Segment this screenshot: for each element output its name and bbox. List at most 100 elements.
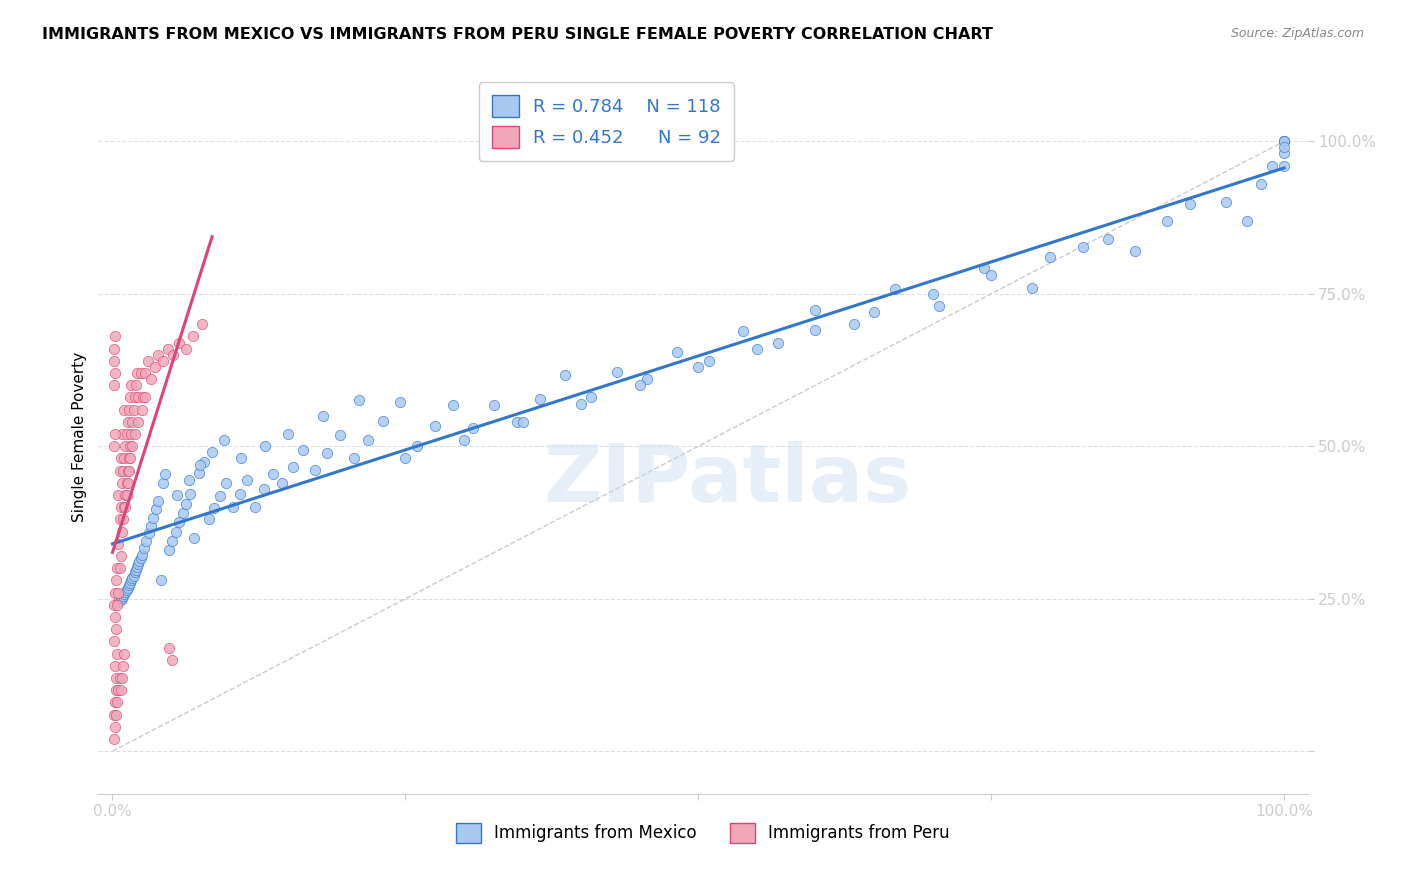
Point [129,366,152,380]
Point [183,531,205,545]
Point [104,329,127,343]
Point [104,658,127,673]
Point [1272,134,1295,148]
Point [112,589,135,603]
Point [166,488,188,502]
Point [108,464,131,478]
Point [103,634,125,648]
Point [112,451,135,466]
Point [107,595,129,609]
Point [371,414,394,428]
Point [169,516,191,530]
Point [506,415,529,429]
Point [114,488,136,502]
Point [121,415,143,429]
Point [529,392,551,406]
Point [142,510,165,524]
Point [132,541,156,555]
Point [110,500,132,515]
Y-axis label: Single Female Poverty: Single Female Poverty [72,352,87,522]
Point [115,475,138,490]
Point [105,671,128,685]
Point [209,489,232,503]
Point [157,542,180,557]
Point [179,487,201,501]
Point [453,433,475,447]
Point [636,372,658,386]
Point [222,500,245,515]
Point [129,550,152,565]
Point [463,421,485,435]
Point [134,366,156,380]
Point [1236,213,1258,227]
Point [125,563,148,577]
Point [121,571,143,585]
Point [112,512,135,526]
Point [423,419,446,434]
Point [120,439,141,453]
Point [441,398,464,412]
Point [103,439,125,453]
Point [155,467,177,481]
Point [292,443,315,458]
Point [236,474,259,488]
Point [406,439,429,453]
Point [174,342,197,356]
Point [165,524,187,539]
Point [122,402,145,417]
Point [928,299,950,313]
Point [112,587,135,601]
Point [162,533,183,548]
Point [262,467,284,481]
Point [484,398,506,412]
Point [105,574,128,588]
Point [120,427,142,442]
Point [138,526,160,541]
Point [921,286,943,301]
Point [104,366,127,380]
Point [162,653,183,667]
Point [190,318,212,332]
Point [394,451,416,466]
Point [1272,146,1295,161]
Point [127,560,149,574]
Point [148,493,170,508]
Point [554,368,576,382]
Point [569,396,592,410]
Point [112,658,135,673]
Point [343,451,366,466]
Text: ZIPatlas: ZIPatlas [543,441,911,519]
Point [141,372,163,386]
Point [104,427,127,442]
Point [347,393,370,408]
Point [143,359,166,374]
Point [215,476,238,491]
Point [107,585,129,599]
Point [1272,140,1295,154]
Point [120,391,141,405]
Point [110,549,132,563]
Point [134,391,156,405]
Point [114,585,136,599]
Point [1272,134,1295,148]
Point [103,354,125,368]
Point [281,460,304,475]
Point [107,537,129,551]
Point [103,707,125,722]
Point [271,475,294,490]
Point [156,342,179,356]
Point [114,500,136,515]
Point [245,500,267,515]
Point [117,415,139,429]
Point [124,391,146,405]
Point [105,695,128,709]
Point [388,394,411,409]
Point [1215,195,1237,210]
Point [884,282,907,296]
Legend: Immigrants from Mexico, Immigrants from Peru: Immigrants from Mexico, Immigrants from … [449,816,957,850]
Point [174,497,197,511]
Point [122,568,145,582]
Point [103,598,125,612]
Point [108,561,131,575]
Point [118,451,141,466]
